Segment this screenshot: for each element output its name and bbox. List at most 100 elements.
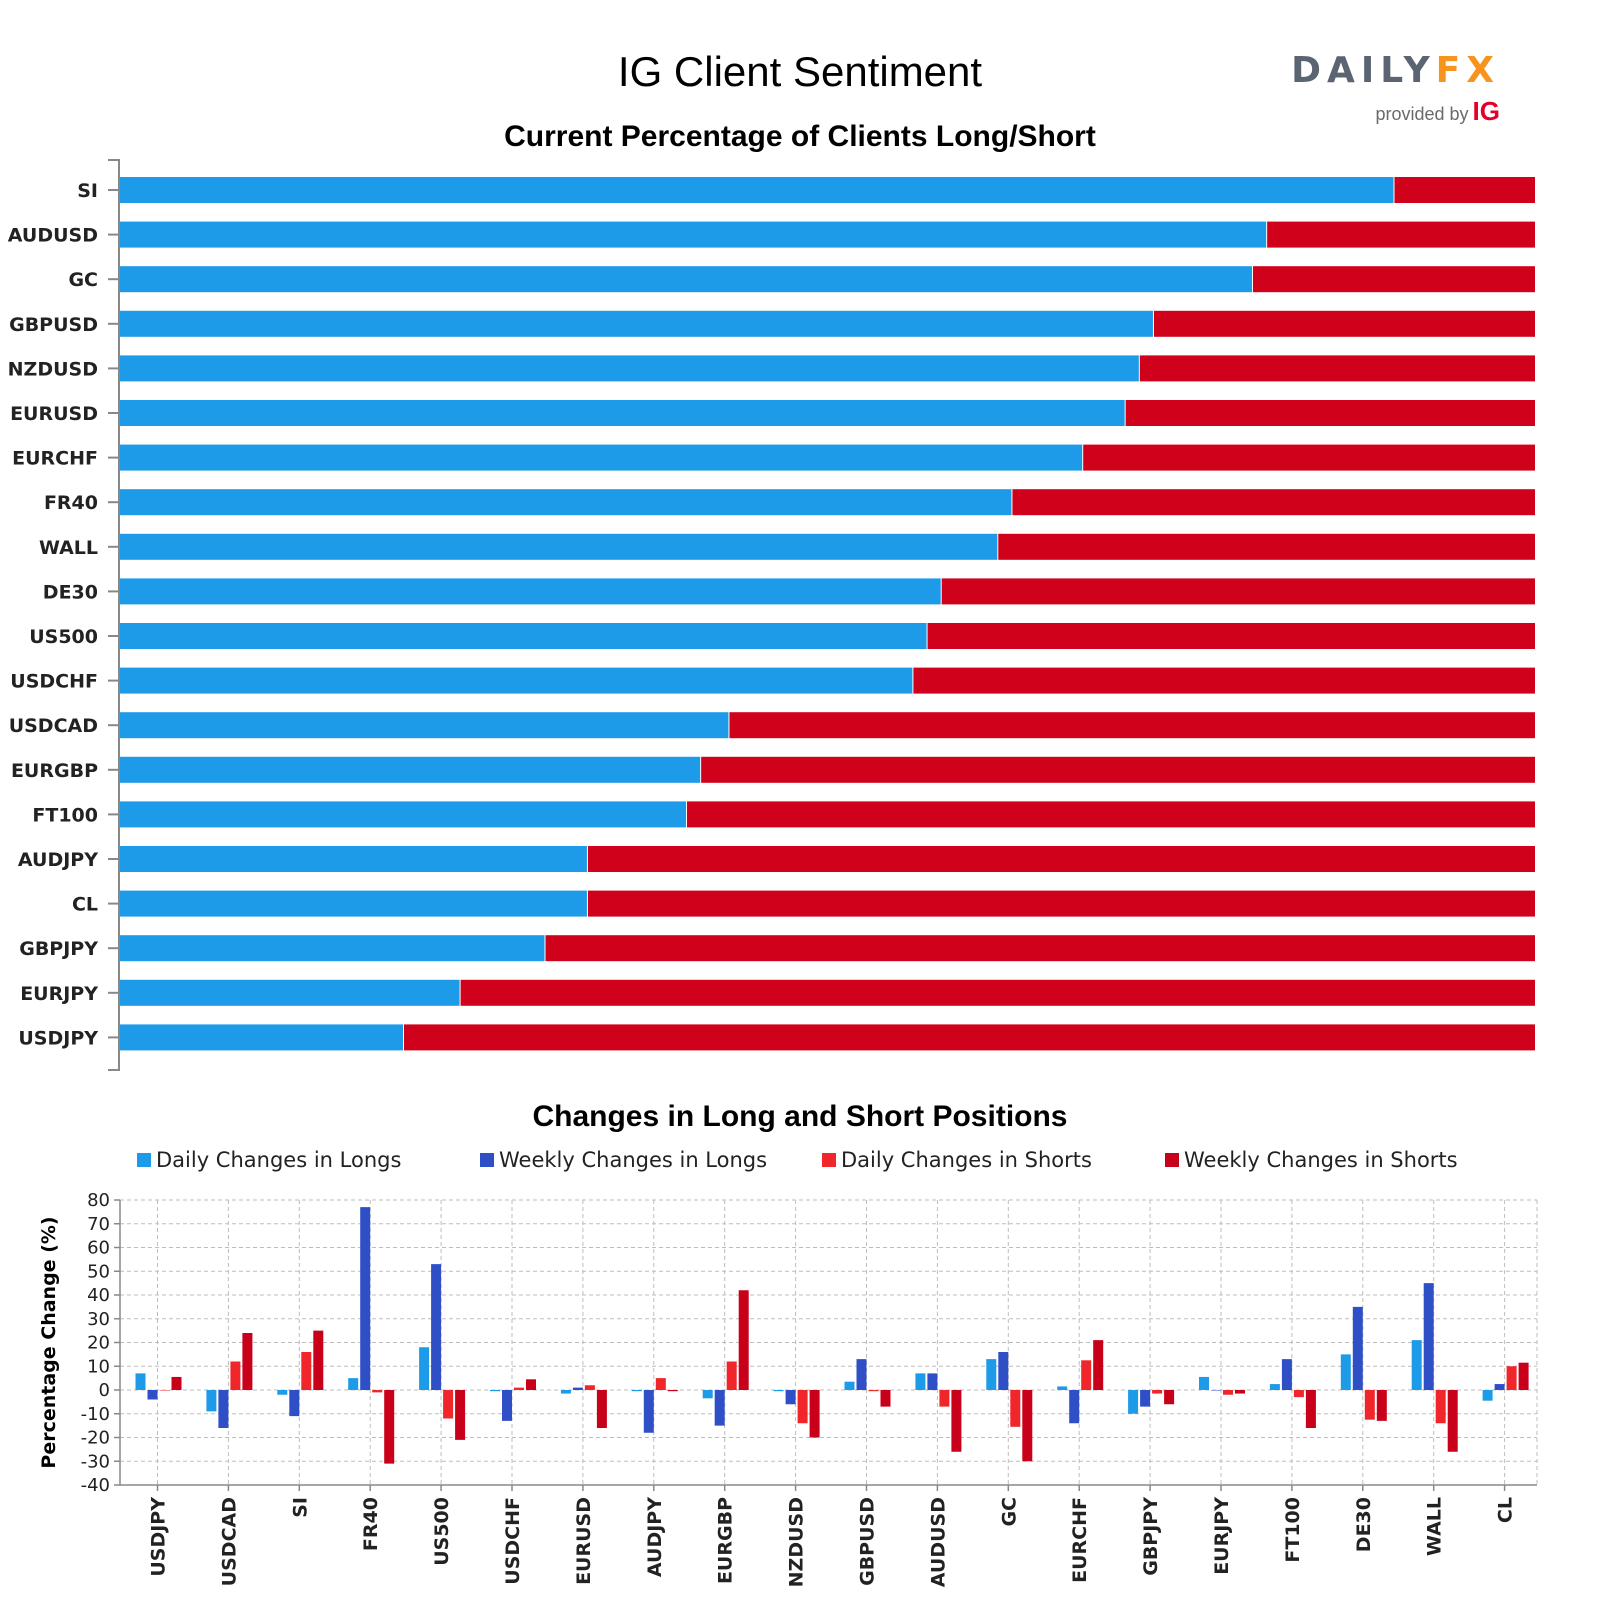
category-label: EURUSD — [10, 403, 98, 425]
y-tick-label: 20 — [87, 1333, 110, 1354]
y-tick-label: 80 — [87, 1190, 110, 1211]
change-bar — [1223, 1390, 1233, 1395]
change-bar — [726, 1361, 737, 1390]
change-bar — [242, 1333, 253, 1390]
change-bar — [1293, 1390, 1304, 1398]
long-bar — [120, 623, 927, 649]
long-bar — [120, 266, 1252, 293]
x-category-label: WALL — [1424, 1497, 1446, 1556]
x-category-label: NZDUSD — [786, 1497, 808, 1587]
x-category-label: EURGBP — [715, 1497, 737, 1584]
change-bar — [1152, 1390, 1163, 1394]
change-bar — [809, 1390, 820, 1438]
change-bar — [218, 1390, 229, 1428]
change-bar — [526, 1379, 536, 1390]
change-bar — [856, 1359, 867, 1390]
logo-fx: FX — [1435, 50, 1500, 91]
long-bar — [120, 1024, 403, 1051]
change-bar — [313, 1330, 324, 1390]
y-axis-title: Percentage Change (%) — [38, 1216, 60, 1468]
short-bar — [687, 801, 1535, 828]
legend-swatch-daily-shorts — [822, 1153, 836, 1167]
y-tick-label: 0 — [99, 1380, 110, 1401]
long-bar — [120, 533, 998, 560]
legend-item-weekly-shorts: Weekly Changes in Shorts — [1165, 1145, 1458, 1175]
change-bar — [1376, 1390, 1387, 1421]
x-category-label: USDJPY — [148, 1497, 170, 1577]
change-bar — [206, 1390, 217, 1412]
x-category-label: AUDUSD — [927, 1497, 949, 1587]
y-tick-label: -20 — [81, 1428, 110, 1449]
short-bar — [587, 846, 1535, 872]
x-category-label: CL — [1495, 1497, 1517, 1523]
y-tick-label: 40 — [87, 1285, 110, 1306]
change-bar — [289, 1390, 300, 1417]
category-label: EURGBP — [11, 760, 98, 782]
change-bar — [939, 1390, 950, 1407]
change-bar — [927, 1373, 938, 1390]
legend-item-daily-longs: Daily Changes in Longs — [137, 1145, 401, 1175]
logo-provided-text: provided by — [1375, 104, 1469, 124]
legend-swatch-weekly-shorts — [1165, 1153, 1179, 1167]
change-bar — [1411, 1340, 1422, 1390]
change-bar — [643, 1390, 654, 1433]
change-bar — [797, 1390, 808, 1424]
change-bar — [455, 1390, 466, 1440]
short-bar — [701, 756, 1535, 783]
change-bar — [1093, 1340, 1104, 1390]
short-bar — [460, 979, 1536, 1006]
change-bar — [1447, 1390, 1458, 1452]
change-bar — [655, 1378, 666, 1390]
change-bar — [1494, 1384, 1505, 1390]
change-bar — [1069, 1390, 1080, 1424]
change-bar — [277, 1390, 288, 1395]
change-bar — [1269, 1384, 1280, 1390]
category-label: GBPUSD — [9, 314, 98, 336]
long-bar — [120, 578, 941, 605]
change-bar — [1518, 1362, 1529, 1390]
long-bar — [120, 667, 913, 694]
change-bar — [1022, 1390, 1033, 1462]
x-category-label: FR40 — [360, 1497, 382, 1551]
x-category-label: AUDJPY — [644, 1497, 666, 1577]
change-bar — [951, 1390, 962, 1452]
change-bar — [1199, 1376, 1209, 1390]
change-bar — [572, 1387, 583, 1390]
change-bar — [880, 1390, 891, 1407]
x-category-label: USDCHF — [502, 1497, 524, 1585]
short-bar — [913, 667, 1535, 694]
change-bar — [431, 1264, 442, 1390]
long-bar — [120, 756, 701, 783]
category-label: USDCAD — [9, 715, 98, 737]
change-bar — [1506, 1366, 1517, 1390]
short-bar — [1253, 266, 1535, 293]
long-bar — [120, 890, 587, 917]
change-bar — [596, 1390, 607, 1428]
category-label: DE30 — [43, 581, 98, 603]
long-bar — [120, 979, 460, 1006]
change-bar — [1164, 1390, 1175, 1405]
category-label: USDCHF — [10, 671, 98, 693]
change-bar — [1010, 1390, 1021, 1427]
long-bar — [120, 712, 729, 739]
category-label: EURCHF — [12, 448, 98, 470]
change-bar — [667, 1390, 678, 1392]
change-bar — [915, 1373, 926, 1390]
change-bar — [1281, 1359, 1292, 1390]
short-bar — [1394, 177, 1535, 203]
short-bar — [927, 623, 1535, 649]
category-label: GBPJPY — [19, 938, 98, 960]
change-bar — [147, 1390, 158, 1400]
change-bar — [384, 1390, 395, 1464]
category-label: NZDUSD — [8, 358, 98, 380]
x-category-label: USDCAD — [218, 1497, 240, 1586]
change-bar — [986, 1359, 997, 1390]
change-bar — [1128, 1390, 1139, 1414]
x-category-label: GBPJPY — [1140, 1497, 1162, 1576]
change-bar — [631, 1390, 642, 1392]
change-bar — [1482, 1390, 1493, 1401]
x-category-label: EURCHF — [1069, 1497, 1091, 1583]
change-bar — [301, 1352, 312, 1390]
change-bar — [773, 1390, 784, 1392]
x-category-label: FT100 — [1282, 1497, 1304, 1563]
